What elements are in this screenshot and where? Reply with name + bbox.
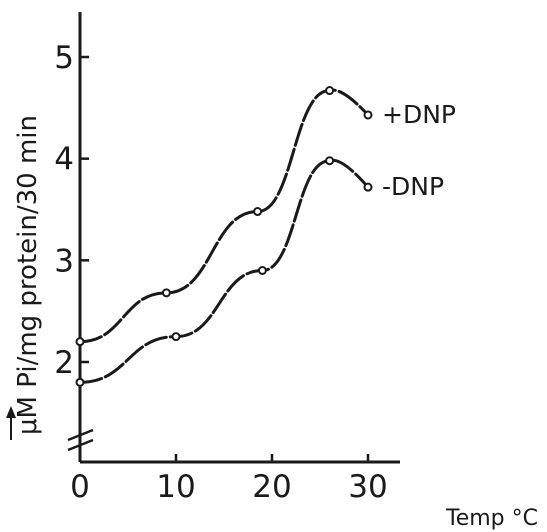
y-tick-label: 2	[54, 345, 74, 381]
data-point	[75, 337, 85, 347]
data-point	[363, 182, 373, 192]
y-tick-label: 4	[54, 142, 74, 178]
series-labels: +DNP -DNP	[382, 100, 456, 201]
axis-break-mark	[67, 428, 94, 452]
data-point	[325, 156, 335, 166]
series-line	[78, 158, 370, 384]
series-line	[78, 88, 370, 344]
x-ticks: 0 10 20 30	[70, 454, 388, 505]
y-axis-title: μM Pi/mg protein/30 min	[13, 115, 43, 435]
data-point	[75, 377, 85, 387]
y-axis-label: μM Pi/mg protein/30 min	[13, 115, 43, 435]
x-tick-label: 10	[156, 469, 195, 505]
data-point	[171, 332, 181, 342]
data-point	[257, 266, 267, 275]
x-tick-label: 0	[70, 469, 90, 505]
x-tick-label: 20	[252, 469, 291, 505]
y-tick-label: 3	[54, 243, 74, 279]
data-point	[325, 86, 335, 96]
plot-area	[75, 86, 373, 387]
data-point	[363, 110, 373, 120]
data-point	[161, 288, 171, 298]
series-label: -DNP	[382, 172, 444, 201]
x-tick-label: 30	[348, 469, 387, 505]
y-ticks: 2 3 4 5	[54, 40, 89, 381]
y-axis-arrow	[6, 406, 16, 440]
y-tick-label: 5	[54, 40, 74, 76]
axes: 2 3 4 5 0 10 20 30	[54, 12, 400, 505]
data-point	[253, 207, 263, 217]
series-label: +DNP	[382, 100, 456, 129]
x-axis-label: Temp °C	[445, 506, 538, 531]
